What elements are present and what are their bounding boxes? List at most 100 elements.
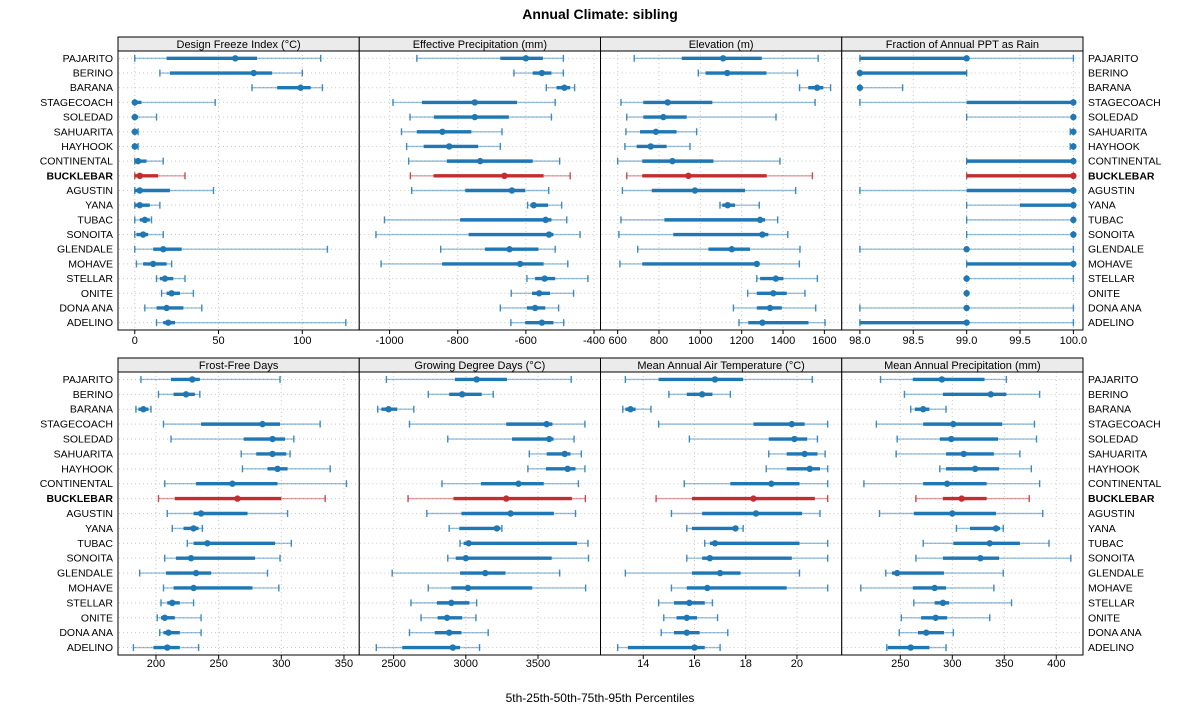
panel-4: Frost-Free Days 200 250 300 350: [117, 357, 360, 670]
site-label-left: ADELINO: [67, 642, 113, 654]
percentile-row: [704, 539, 829, 547]
tick-label: 99.5: [1009, 335, 1030, 347]
axis: 600 800 1000 1200 1400 1600: [608, 51, 837, 347]
median-dot: [297, 84, 304, 91]
median-dot: [516, 260, 524, 268]
site-labels: PAJARITO PAJARITO BERINO BERINO BARANA BARANA…: [40, 53, 1162, 329]
site-label-right: SOLEDAD: [1088, 112, 1139, 124]
median-dot: [165, 629, 172, 636]
median-dot: [1070, 128, 1077, 135]
percentile-row: [616, 644, 721, 652]
median-dot: [197, 510, 205, 517]
site-label-left: TUBAC: [77, 214, 113, 226]
site-label-right: HAYHOOK: [1088, 141, 1140, 153]
percentile-row: [633, 54, 819, 62]
site-label-right: SOLEDAD: [1088, 434, 1139, 446]
site-label-right: ONITE: [1088, 288, 1120, 300]
axis: 2500 3000 3500: [381, 372, 550, 670]
site-label-left: SOLEDAD: [63, 112, 114, 124]
median-dot: [770, 290, 777, 297]
percentile-row: [620, 216, 779, 224]
site-label-left: CONTINENTAL: [40, 156, 113, 168]
percentile-row: [922, 539, 1050, 547]
percentile-row: [697, 69, 799, 77]
median-dot: [182, 391, 190, 398]
percentile-row: [164, 480, 348, 488]
percentile-row: [688, 435, 819, 443]
median-dot: [542, 216, 549, 224]
tick-label: -800: [447, 335, 469, 347]
site-label-right: PAJARITO: [1088, 53, 1138, 65]
percentile-row: [159, 629, 202, 637]
site-label-right: YANA: [1088, 200, 1116, 212]
tick-label: 50: [212, 335, 224, 347]
percentile-row: [134, 54, 322, 62]
median-dot: [706, 554, 714, 562]
median-dot: [963, 304, 970, 312]
site-label-right: BUCKLEBAR: [1088, 170, 1155, 182]
percentile-row: [159, 69, 303, 77]
percentile-row: [622, 405, 652, 413]
median-dot: [269, 450, 276, 458]
percentile-row: [132, 644, 200, 652]
percentile-row: [856, 84, 904, 92]
percentile-row: [965, 201, 1077, 209]
tick-label: 350: [335, 658, 353, 670]
median-dot: [160, 246, 167, 253]
percentile-row: [162, 420, 321, 428]
median-dot: [683, 629, 691, 636]
axis: 200 250 300 350: [147, 372, 353, 670]
site-label-right: STAGECOACH: [1088, 97, 1161, 109]
percentile-row: [619, 260, 801, 268]
percentile-row: [955, 524, 1004, 532]
median-dot: [140, 406, 147, 413]
panel-0: Design Freeze Index (°C) 0 50 100: [117, 36, 360, 347]
median-dot: [204, 540, 211, 547]
median-dot: [190, 584, 197, 592]
panel-title: Effective Precipitation (mm): [413, 39, 547, 51]
median-dot: [259, 420, 266, 428]
median-dot: [545, 231, 553, 238]
percentile-row: [513, 69, 565, 77]
axis: 14 16 18 20: [637, 372, 803, 670]
median-dot: [963, 55, 970, 62]
percentile-row: [426, 510, 577, 517]
percentile-row: [939, 465, 1033, 473]
percentile-row: [670, 584, 829, 592]
percentile-row: [408, 420, 586, 428]
percentile-row: [134, 157, 164, 165]
percentile-row: [409, 113, 553, 121]
median-dot: [190, 525, 197, 532]
median-dot: [949, 510, 956, 517]
site-label-left: SOLEDAD: [63, 434, 114, 446]
percentile-row: [427, 390, 494, 398]
median-dot: [759, 231, 766, 238]
site-label-right: STAGECOACH: [1088, 419, 1161, 431]
percentile-row: [903, 390, 1041, 398]
site-label-right: HAYHOOK: [1088, 463, 1140, 475]
site-label-left: STELLAR: [66, 597, 113, 609]
panel-3: Fraction of Annual PPT as Rain 98.0 98.5 99…: [841, 36, 1087, 347]
median-dot: [732, 525, 739, 532]
median-dot: [229, 480, 236, 487]
site-label-left: DONA ANA: [59, 302, 113, 314]
panel-title: Growing Degree Days (°C): [414, 360, 545, 372]
percentile-row: [134, 245, 329, 253]
chart-title: Annual Climate: sibling: [522, 6, 678, 22]
tick-label: 20: [791, 658, 803, 670]
median-dot: [669, 157, 676, 165]
median-dot: [856, 69, 864, 77]
median-dot: [482, 569, 489, 577]
site-label-left: ADELINO: [67, 317, 113, 329]
median-dot: [250, 69, 257, 77]
percentile-row: [879, 375, 1008, 383]
median-dot: [149, 260, 157, 268]
percentile-row: [240, 450, 291, 458]
percentile-row: [620, 98, 816, 106]
median-dot: [660, 113, 667, 121]
median-dot: [1070, 260, 1077, 268]
median-dot: [448, 599, 455, 607]
median-dot: [531, 304, 539, 312]
median-dot: [919, 406, 927, 413]
panel-title: Elevation (m): [689, 39, 754, 51]
